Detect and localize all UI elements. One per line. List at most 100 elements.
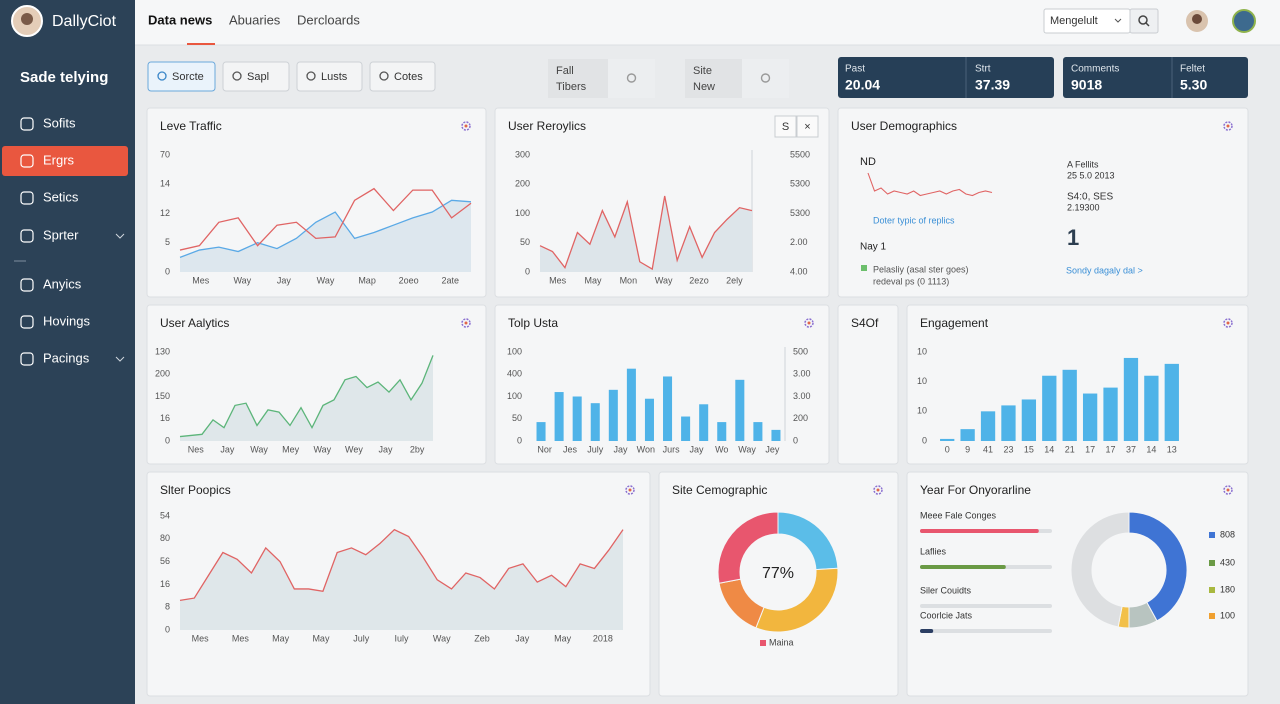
panel-button-label[interactable]: × — [804, 121, 810, 133]
stat-value: 20.04 — [845, 77, 880, 93]
sidebar-item[interactable]: Ergrs — [43, 152, 75, 167]
y-tick-label: 0 — [165, 624, 170, 634]
toolbar-button[interactable] — [296, 61, 363, 92]
panel — [837, 107, 1249, 298]
bar — [980, 411, 996, 441]
search-button[interactable] — [1129, 8, 1159, 34]
progress-track — [920, 629, 1052, 633]
nav-active-underline — [187, 43, 215, 45]
legend-swatch — [1209, 560, 1215, 566]
settings-icon[interactable] — [804, 318, 814, 328]
bar — [681, 416, 691, 441]
toggle-left[interactable] — [548, 59, 608, 98]
toggle-label: Tibers — [556, 81, 587, 93]
settings-icon[interactable] — [1223, 485, 1233, 495]
x-tick-label: Wo — [715, 444, 728, 454]
toggle-right[interactable] — [742, 59, 789, 98]
settings-icon[interactable] — [461, 318, 471, 328]
settings-dot — [464, 321, 468, 325]
toolbar-button-label[interactable]: Lusts — [321, 71, 348, 83]
line-area — [180, 355, 433, 441]
x-tick-label: 41 — [983, 444, 993, 454]
x-tick-label: Jay — [277, 275, 292, 285]
x-tick-label: Mes — [549, 275, 567, 285]
select-value[interactable]: Mengelult — [1050, 15, 1098, 27]
y2-tick-label: 200 — [793, 413, 808, 423]
toolbar-button-label[interactable]: Sapl — [247, 71, 269, 83]
x-tick-label: Jes — [563, 444, 578, 454]
x-tick-label: 2ate — [441, 275, 459, 285]
settings-icon[interactable] — [873, 485, 883, 495]
sidebar-item[interactable]: Anyics — [43, 276, 82, 291]
x-tick-label: Jay — [379, 444, 394, 454]
sidebar-item[interactable]: Sofits — [43, 115, 76, 130]
bar — [626, 368, 636, 441]
sidebar-active — [2, 146, 128, 176]
toolbar-button[interactable] — [147, 61, 216, 92]
bar — [590, 403, 600, 441]
legend-swatch — [1209, 587, 1215, 593]
x-tick-label: Nes — [188, 444, 205, 454]
y-tick-label: 14 — [160, 179, 170, 189]
settings-dot — [628, 488, 632, 492]
nav-link[interactable]: Abuaries — [229, 12, 281, 27]
toggle-right[interactable] — [608, 59, 655, 98]
toggle-icon — [626, 73, 637, 83]
x-tick-label: 2oeo — [399, 275, 419, 285]
x-tick-label: Mes — [192, 633, 210, 643]
demographic-text[interactable]: Doter typic of replics — [873, 215, 955, 225]
bar — [608, 389, 618, 441]
y-tick-label: 130 — [155, 346, 170, 356]
sidebar-chevron — [115, 356, 125, 362]
brand-name: DallyCiot — [52, 13, 117, 30]
toggle-left[interactable] — [685, 59, 742, 98]
x-tick-label: Way — [433, 633, 451, 643]
toggle-icon — [760, 73, 771, 83]
settings-icon[interactable] — [1223, 121, 1233, 131]
bar — [771, 429, 781, 441]
sidebar-item[interactable]: Pacings — [43, 350, 90, 365]
panel-button[interactable] — [796, 115, 819, 138]
sidebar-item[interactable]: Hovings — [43, 313, 90, 328]
demographic-text: 2.19300 — [1067, 202, 1100, 212]
legend-value: 180 — [1220, 584, 1235, 594]
donut-segment — [1128, 511, 1188, 622]
y-tick-label: 100 — [515, 208, 530, 218]
panel-button-label[interactable]: S — [782, 121, 789, 133]
bar — [1164, 363, 1179, 441]
toolbar-button[interactable] — [369, 61, 436, 92]
panel-button[interactable] — [774, 115, 797, 138]
settings-icon[interactable] — [625, 485, 635, 495]
bar — [1082, 393, 1098, 441]
demographic-text[interactable]: Sondy dagaly dal > — [1066, 265, 1143, 275]
nav-link[interactable]: Data news — [148, 12, 212, 27]
x-tick-label: May — [554, 633, 572, 643]
y-tick-label: 100 — [507, 346, 522, 356]
demographic-text: A Fellits — [1067, 159, 1099, 169]
settings-icon[interactable] — [461, 121, 471, 131]
toolbar-button[interactable] — [222, 61, 290, 92]
x-tick-label: 2by — [410, 444, 425, 454]
x-tick-label: Way — [655, 275, 673, 285]
settings-icon[interactable] — [1223, 318, 1233, 328]
sidebar-item[interactable]: Sprter — [43, 227, 79, 242]
toolbar-button-label[interactable]: Sorcte — [172, 71, 204, 83]
x-tick-label: Iuly — [394, 633, 409, 643]
bar — [644, 398, 654, 441]
x-tick-label: 14 — [1044, 444, 1054, 454]
x-tick-label: Nor — [537, 444, 552, 454]
toolbar-button-label[interactable]: Cotes — [394, 71, 423, 83]
progress-label: Laflies — [920, 546, 947, 556]
nav-link[interactable]: Dercloards — [297, 12, 360, 27]
line-area — [540, 195, 752, 272]
globe-avatar[interactable] — [1232, 9, 1256, 33]
legend-swatch — [861, 265, 867, 271]
progress-bar — [920, 565, 1006, 569]
select-chevron — [1114, 18, 1122, 23]
line — [179, 199, 472, 258]
x-tick-label: May — [584, 275, 602, 285]
sidebar-item[interactable]: Setics — [43, 189, 79, 204]
y2-tick-label: 3.00 — [793, 391, 811, 401]
